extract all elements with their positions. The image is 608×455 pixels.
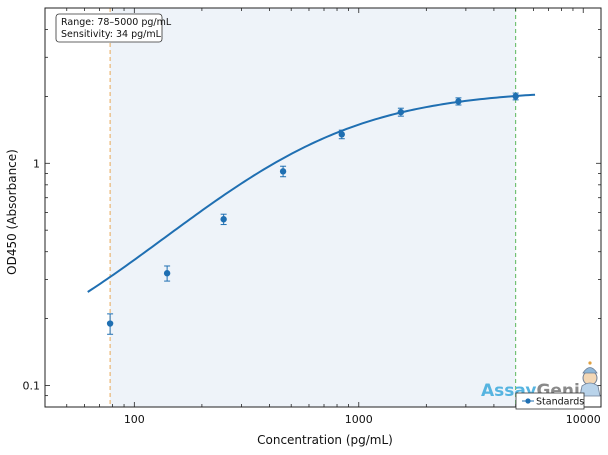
data-point [106,320,114,327]
data-point [512,93,519,100]
y-axis-label: OD450 (Absorbance) [5,149,19,275]
x-tick-label: 10000 [566,413,601,426]
data-point [397,108,405,116]
legend: Standards [515,392,585,410]
y-tick-label: 1 [33,157,40,170]
legend-label-standards: Standards [536,397,584,408]
genie-mascot-icon [579,361,601,397]
range-annotation-box: Range: 78–5000 pg/mL Sensitivity: 34 pg/… [55,13,172,43]
axes-layer: 100 1000 10000 0.1 1 [23,7,602,426]
data-point [338,131,345,138]
sensitivity-text: Sensitivity: 34 pg/mL [61,29,162,40]
x-tick-label: 1000 [345,413,373,426]
range-text: Range: 78–5000 pg/mL [61,17,172,28]
plot-layer [87,8,536,407]
y-tick-label: 0.1 [23,379,41,392]
x-axis-label: Concentration (pg/mL) [257,433,393,447]
data-point [163,270,171,277]
x-tick-label: 100 [124,413,145,426]
legend-marker [525,398,531,404]
data-point [455,98,462,105]
data-point [279,168,287,175]
range-shade [110,8,516,407]
plot-frame [44,7,602,408]
data-point [220,216,227,223]
